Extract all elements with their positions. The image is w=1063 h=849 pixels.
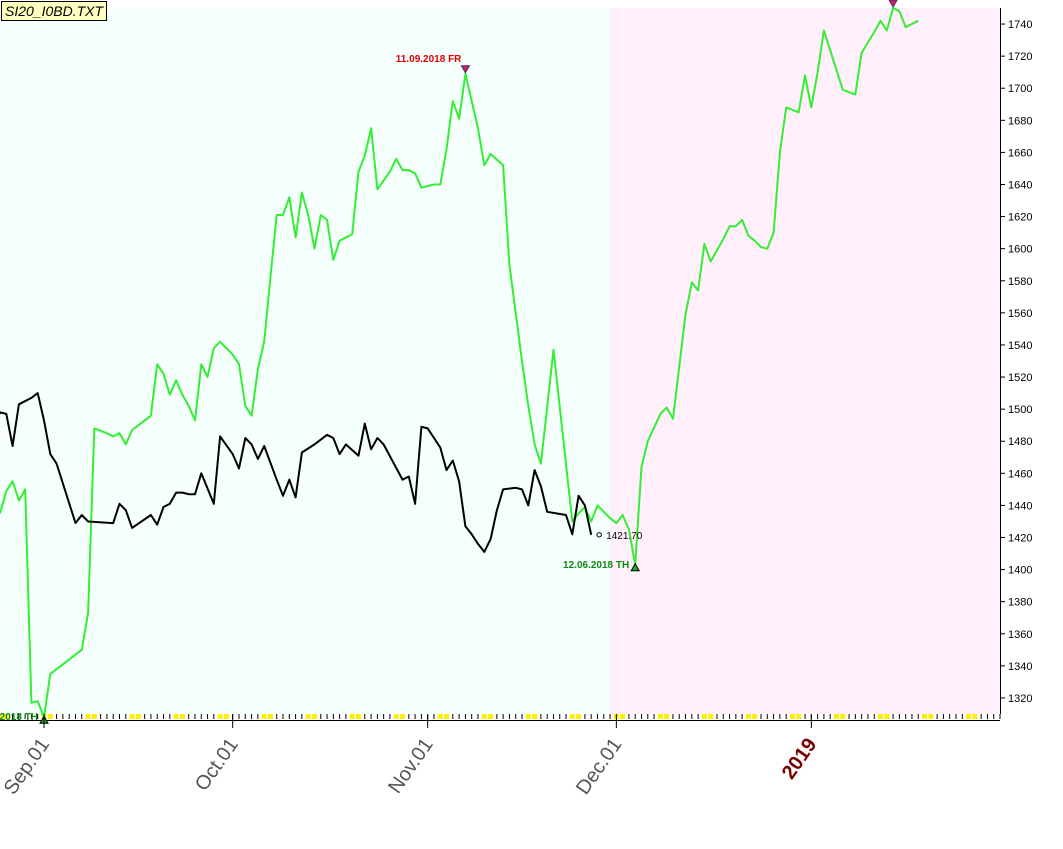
black-series-line	[0, 392, 593, 553]
top-annotation-label: 11.09.2018 FR	[396, 54, 462, 65]
x-tick-label: Sep.01	[0, 734, 54, 799]
y-tick-label: 1560	[1008, 308, 1032, 320]
weekend-tick	[488, 714, 494, 719]
weekend-tick	[179, 714, 185, 719]
weekend-tick	[878, 714, 884, 719]
y-tick-label: 1340	[1008, 661, 1032, 673]
weekend-tick	[620, 714, 626, 719]
weekend-tick	[701, 714, 707, 719]
top-marker	[460, 65, 471, 74]
weekend-tick	[745, 714, 751, 719]
y-tick-label: 1400	[1008, 565, 1032, 577]
y-tick-label: 1600	[1008, 244, 1032, 256]
x-tick-label: Dec.01	[572, 734, 626, 799]
weekend-tick	[884, 714, 890, 719]
time-ruler	[0, 714, 1000, 720]
y-tick-label: 1680	[1008, 115, 1032, 127]
weekend-tick	[91, 714, 97, 719]
y-tick-label: 1640	[1008, 180, 1032, 192]
y-tick-label: 1460	[1008, 468, 1032, 480]
y-tick-label: 1480	[1008, 436, 1032, 448]
weekend-tick	[173, 714, 179, 719]
weekend-tick	[928, 714, 934, 719]
weekend-tick	[657, 714, 663, 719]
weekend-tick	[261, 714, 267, 719]
bottom-annotation-label: 12.06.2018 TH	[563, 560, 629, 571]
last-value-label: 1421.70	[606, 531, 643, 542]
future-region	[610, 8, 1000, 714]
last-value-marker	[596, 532, 602, 538]
bottom-annotation-label: .30.2018 TH	[0, 712, 38, 723]
weekend-tick	[532, 714, 538, 719]
y-tick-label: 1520	[1008, 372, 1032, 384]
weekend-tick	[305, 714, 311, 719]
weekend-tick	[789, 714, 795, 719]
y-tick-label: 1700	[1008, 83, 1032, 95]
bottom-marker	[630, 562, 641, 572]
weekend-tick	[400, 714, 406, 719]
weekend-tick	[217, 714, 223, 719]
weekend-tick	[311, 714, 317, 719]
weekend-tick	[966, 714, 972, 719]
y-tick-label: 1720	[1008, 51, 1032, 63]
weekend-tick	[267, 714, 273, 719]
x-tick-label: 2019	[778, 734, 822, 783]
weekend-tick	[833, 714, 839, 719]
y-tick-label: 1380	[1008, 597, 1032, 609]
weekend-tick	[437, 714, 443, 719]
weekend-tick	[664, 714, 670, 719]
weekend-tick	[355, 714, 361, 719]
weekend-tick	[752, 714, 758, 719]
y-tick-label: 1320	[1008, 693, 1032, 705]
weekend-tick	[3, 714, 9, 719]
weekend-tick	[569, 714, 575, 719]
y-tick-label: 1580	[1008, 276, 1032, 288]
weekend-tick	[135, 714, 141, 719]
y-tick-label: 1660	[1008, 147, 1032, 159]
weekend-tick	[223, 714, 229, 719]
y-tick-label: 1360	[1008, 629, 1032, 641]
y-tick-label: 1620	[1008, 212, 1032, 224]
weekend-tick	[796, 714, 802, 719]
weekend-tick	[393, 714, 399, 719]
weekend-tick	[708, 714, 714, 719]
weekend-tick	[576, 714, 582, 719]
weekend-tick	[129, 714, 135, 719]
top-marker	[888, 0, 898, 9]
x-tick-label: Nov.01	[384, 734, 438, 797]
y-tick-label: 1440	[1008, 500, 1032, 512]
weekend-tick	[840, 714, 846, 719]
weekend-tick	[0, 714, 3, 719]
green-series-line	[0, 7, 919, 719]
weekend-tick	[922, 714, 928, 719]
weekend-tick	[444, 714, 450, 719]
weekend-tick	[525, 714, 531, 719]
y-tick-label: 1540	[1008, 340, 1032, 352]
y-tick-label: 1500	[1008, 404, 1032, 416]
file-name-label: SI20_I0BD.TXT	[1, 1, 108, 21]
weekend-tick	[85, 714, 91, 719]
weekend-tick	[47, 714, 53, 719]
y-tick-label: 1420	[1008, 533, 1032, 545]
weekend-tick	[481, 714, 487, 719]
y-tick-label: 1740	[1008, 19, 1032, 31]
past-region	[0, 8, 611, 714]
weekend-tick	[972, 714, 978, 719]
x-tick-label: Oct.01	[191, 734, 243, 795]
weekend-tick	[349, 714, 355, 719]
